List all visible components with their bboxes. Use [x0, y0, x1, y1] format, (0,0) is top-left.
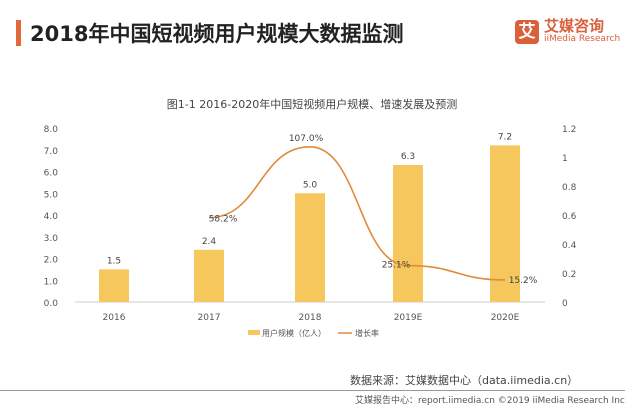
bar	[393, 164, 423, 302]
chart-title: 图1-1 2016-2020年中国短视频用户规模、增速发展及预测	[167, 97, 457, 111]
growth-line	[208, 146, 506, 281]
left-tick-label: 3.0	[44, 234, 59, 244]
footer: 艾媒报告中心：report.iimedia.cn ©2019 iiMedia R…	[355, 396, 625, 406]
line-label: 58.2%	[209, 215, 238, 225]
bar-label: 1.5	[107, 256, 121, 266]
left-tick-label: 5.0	[44, 190, 59, 200]
bar	[490, 145, 520, 302]
line-label: 25.1%	[382, 261, 411, 271]
data-source: 数据来源：艾媒数据中心（data.iimedia.cn）	[350, 374, 579, 387]
divider	[0, 390, 625, 391]
x-tick-label: 2016	[103, 313, 126, 323]
right-tick-label: 0.8	[562, 183, 577, 193]
left-tick-label: 7.0	[44, 147, 59, 157]
left-tick-label: 6.0	[44, 169, 59, 179]
logo-mark: 艾	[515, 19, 539, 44]
logo: 艾 艾媒咨询 iiMedia Research	[515, 18, 620, 45]
right-tick-label: 0	[562, 299, 568, 309]
right-tick-label: 1.2	[562, 125, 576, 135]
x-tick-label: 2018	[299, 313, 322, 323]
right-tick-label: 0.4	[562, 241, 577, 251]
legend-line-label: 增长率	[355, 328, 379, 338]
left-tick-label: 8.0	[44, 125, 59, 135]
bar	[295, 193, 325, 302]
logo-en: iiMedia Research	[544, 34, 621, 44]
left-tick-label: 4.0	[44, 212, 59, 222]
x-tick-label: 2019E	[394, 313, 423, 323]
title-accent-bar	[16, 20, 21, 46]
x-tick-label: 2017	[198, 313, 221, 323]
bar-label: 6.3	[401, 152, 415, 162]
bar-label: 2.4	[202, 237, 217, 247]
x-tick-label: 2020E	[491, 313, 520, 323]
left-tick-label: 2.0	[44, 256, 59, 266]
bar-label: 5.0	[303, 180, 318, 190]
legend-bar-label: 用户规模（亿人）	[262, 328, 326, 338]
page-title: 2018年中国短视频用户规模大数据监测	[30, 22, 404, 46]
left-tick-label: 1.0	[44, 277, 59, 287]
bar	[99, 269, 129, 302]
line-label: 15.2%	[509, 276, 538, 286]
right-tick-label: 1	[562, 154, 568, 164]
legend-bar-swatch	[248, 330, 260, 335]
left-tick-label: 0.0	[44, 299, 59, 309]
bar	[194, 249, 224, 302]
right-tick-label: 0.6	[562, 212, 577, 222]
right-tick-label: 0.2	[562, 270, 576, 280]
logo-cn: 艾媒咨询	[544, 17, 605, 35]
bar-label: 7.2	[498, 132, 512, 142]
line-label: 107.0%	[289, 134, 324, 144]
